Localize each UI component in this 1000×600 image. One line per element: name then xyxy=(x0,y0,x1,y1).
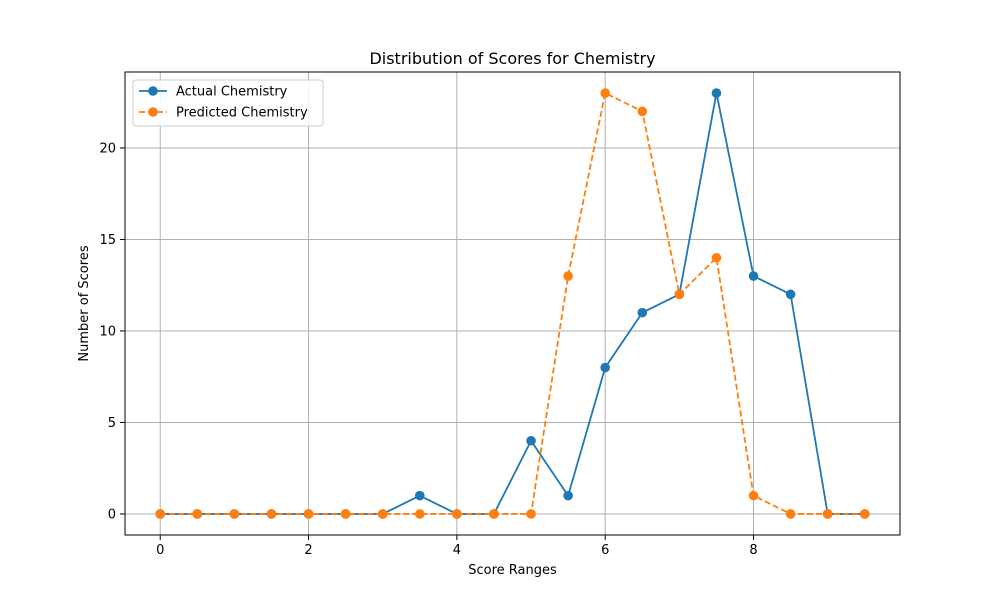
y-axis-label: Number of Scores xyxy=(77,245,92,361)
data-point xyxy=(785,289,796,300)
data-point xyxy=(526,509,536,519)
series-layer xyxy=(155,88,870,519)
data-point xyxy=(674,289,685,300)
data-point xyxy=(600,362,611,373)
data-point xyxy=(340,509,351,519)
data-point xyxy=(859,509,870,519)
y-tick-label: 10 xyxy=(99,324,116,339)
data-point xyxy=(266,509,277,519)
data-point xyxy=(414,509,425,519)
x-tick-label: 6 xyxy=(601,543,609,558)
data-point xyxy=(526,435,536,446)
y-tick-label: 5 xyxy=(108,416,116,431)
data-point xyxy=(414,490,425,501)
legend-box xyxy=(132,79,324,127)
legend-marker xyxy=(148,107,158,117)
legend: Actual Chemistry Predicted Chemistry xyxy=(132,79,324,127)
x-tick-label: 8 xyxy=(749,543,757,558)
x-axis-label: Score Ranges xyxy=(468,563,557,578)
legend-marker xyxy=(148,86,158,96)
data-point xyxy=(748,490,759,501)
data-point xyxy=(155,509,166,519)
data-point xyxy=(637,307,648,318)
series-1 xyxy=(155,88,870,519)
data-point xyxy=(452,509,462,519)
series-line xyxy=(160,92,865,515)
data-point xyxy=(711,88,722,98)
data-point xyxy=(489,509,499,519)
x-tick-label: 2 xyxy=(304,543,312,558)
data-point xyxy=(563,271,573,281)
y-tick-label: 20 xyxy=(99,141,116,156)
data-point xyxy=(711,252,722,263)
x-tick-label: 0 xyxy=(156,543,164,558)
data-point xyxy=(637,106,648,117)
legend-label: Actual Chemistry xyxy=(176,85,288,100)
data-point xyxy=(822,509,833,519)
data-point xyxy=(192,509,203,519)
y-tick-label: 0 xyxy=(108,507,116,522)
legend-label: Predicted Chemistry xyxy=(176,106,308,121)
y-tick-label: 15 xyxy=(99,233,116,248)
data-point xyxy=(229,509,240,519)
data-point xyxy=(563,490,573,501)
data-point xyxy=(303,509,314,519)
data-point xyxy=(600,88,611,98)
chart-title: Distribution of Scores for Chemistry xyxy=(369,49,655,68)
plot-frame xyxy=(124,71,901,536)
ticks: 0 2 4 6 8 0 5 10 15 20 xyxy=(99,141,757,558)
data-point xyxy=(785,509,796,519)
data-point xyxy=(748,271,759,281)
data-point xyxy=(377,509,388,519)
x-tick-label: 4 xyxy=(453,543,461,558)
